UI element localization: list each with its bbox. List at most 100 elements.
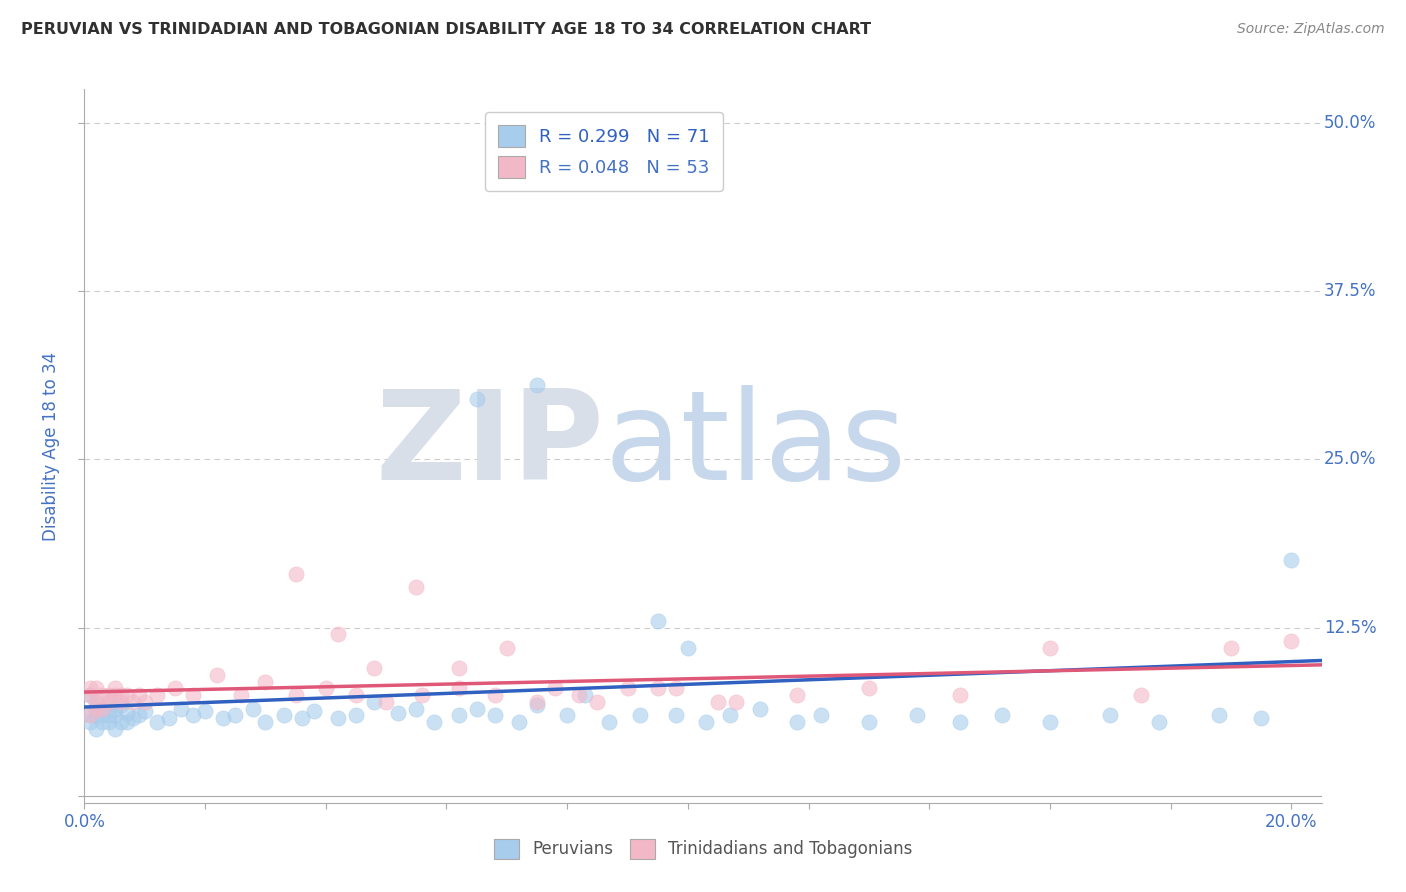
- Point: [86, 695, 108, 709]
- Point: [86, 708, 108, 723]
- Point: [194, 704, 217, 718]
- Point: [103, 681, 125, 696]
- Legend: Peruvians, Trinidadians and Tobagonians: Peruvians, Trinidadians and Tobagonians: [486, 832, 920, 866]
- Point: [128, 688, 150, 702]
- Point: [79, 714, 101, 729]
- Point: [115, 714, 138, 729]
- Point: [97, 708, 120, 723]
- Point: [363, 695, 385, 709]
- Point: [810, 708, 832, 723]
- Point: [103, 701, 125, 715]
- Point: [508, 714, 530, 729]
- Point: [647, 681, 669, 696]
- Point: [387, 706, 409, 720]
- Point: [375, 695, 398, 709]
- Point: [1281, 553, 1303, 567]
- Point: [121, 711, 143, 725]
- Point: [786, 688, 808, 702]
- Point: [948, 688, 970, 702]
- Point: [858, 681, 880, 696]
- Point: [326, 627, 349, 641]
- Point: [291, 711, 314, 725]
- Point: [110, 695, 132, 709]
- Point: [647, 172, 669, 186]
- Point: [91, 714, 114, 729]
- Point: [1039, 640, 1062, 655]
- Point: [315, 681, 337, 696]
- Point: [1099, 708, 1122, 723]
- Point: [79, 688, 101, 702]
- Text: 12.5%: 12.5%: [1324, 619, 1376, 637]
- Point: [948, 714, 970, 729]
- Point: [115, 688, 138, 702]
- Point: [86, 722, 108, 736]
- Point: [254, 674, 277, 689]
- Point: [110, 698, 132, 712]
- Point: [344, 708, 367, 723]
- Point: [91, 701, 114, 715]
- Point: [544, 681, 567, 696]
- Point: [786, 714, 808, 729]
- Point: [526, 698, 548, 712]
- Point: [495, 640, 517, 655]
- Point: [574, 688, 596, 702]
- Text: atlas: atlas: [605, 385, 905, 507]
- Point: [465, 392, 488, 406]
- Point: [86, 701, 108, 715]
- Point: [302, 704, 325, 718]
- Point: [526, 378, 548, 392]
- Point: [115, 706, 138, 720]
- Point: [103, 708, 125, 723]
- Y-axis label: Disability Age 18 to 34: Disability Age 18 to 34: [42, 351, 60, 541]
- Point: [725, 695, 748, 709]
- Point: [103, 688, 125, 702]
- Point: [363, 661, 385, 675]
- Point: [91, 688, 114, 702]
- Point: [79, 688, 101, 702]
- Point: [97, 714, 120, 729]
- Point: [616, 681, 638, 696]
- Point: [405, 701, 427, 715]
- Point: [568, 688, 591, 702]
- Point: [990, 708, 1012, 723]
- Point: [1039, 714, 1062, 729]
- Point: [1220, 640, 1243, 655]
- Point: [598, 714, 620, 729]
- Point: [121, 695, 143, 709]
- Point: [665, 681, 688, 696]
- Point: [97, 695, 120, 709]
- Text: 25.0%: 25.0%: [1324, 450, 1376, 468]
- Point: [447, 661, 470, 675]
- Point: [181, 708, 204, 723]
- Point: [163, 681, 186, 696]
- Point: [484, 708, 506, 723]
- Point: [224, 708, 246, 723]
- Point: [110, 688, 132, 702]
- Point: [86, 701, 108, 715]
- Point: [146, 714, 169, 729]
- Point: [212, 711, 235, 725]
- Text: PERUVIAN VS TRINIDADIAN AND TOBAGONIAN DISABILITY AGE 18 TO 34 CORRELATION CHART: PERUVIAN VS TRINIDADIAN AND TOBAGONIAN D…: [21, 22, 872, 37]
- Point: [170, 701, 193, 715]
- Point: [91, 708, 114, 723]
- Point: [231, 688, 253, 702]
- Point: [273, 708, 295, 723]
- Point: [858, 714, 880, 729]
- Point: [79, 708, 101, 723]
- Point: [707, 695, 730, 709]
- Point: [97, 688, 120, 702]
- Point: [86, 695, 108, 709]
- Point: [134, 695, 156, 709]
- Point: [718, 708, 741, 723]
- Point: [146, 688, 169, 702]
- Point: [555, 708, 578, 723]
- Point: [205, 668, 228, 682]
- Point: [103, 722, 125, 736]
- Point: [97, 695, 120, 709]
- Point: [181, 688, 204, 702]
- Point: [676, 640, 699, 655]
- Point: [1147, 714, 1170, 729]
- Point: [1281, 634, 1303, 648]
- Point: [79, 681, 101, 696]
- Point: [284, 688, 307, 702]
